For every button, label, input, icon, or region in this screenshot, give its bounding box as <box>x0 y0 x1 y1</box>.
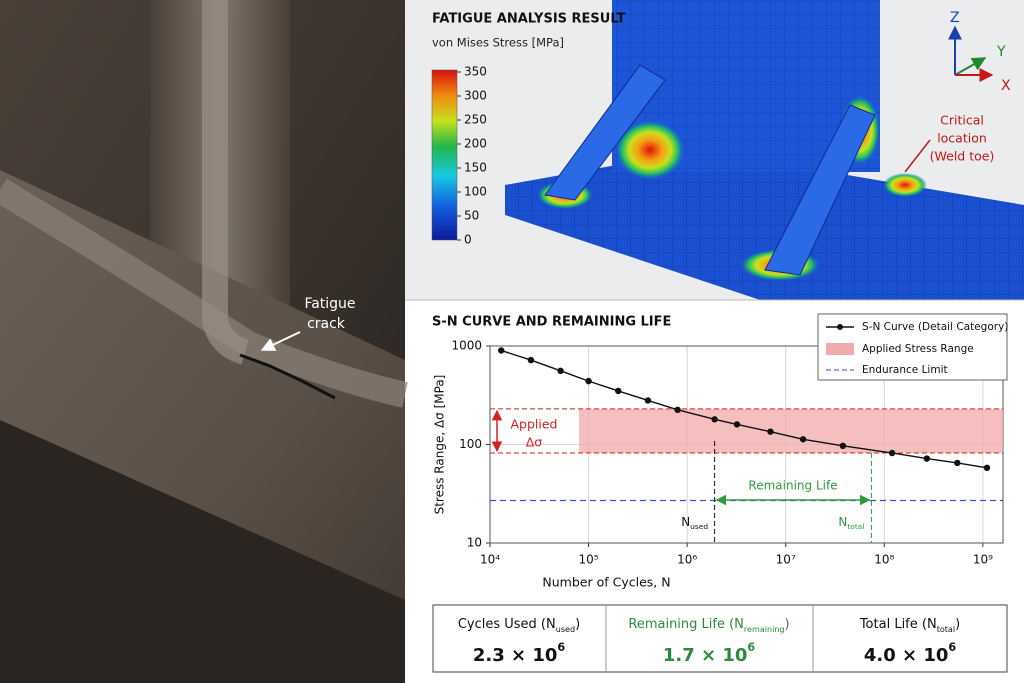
legend-swatch <box>837 324 843 330</box>
legend-label: S-N Curve (Detail Category) <box>862 321 1008 333</box>
table-value: 1.7 × 106 <box>663 641 756 666</box>
table-value-part: 6 <box>747 641 755 654</box>
table-value-part: 1.7 × 10 <box>663 645 748 666</box>
n-total-label: Ntotal <box>838 515 864 532</box>
table-value-part: 6 <box>948 641 956 654</box>
colorbar-label: 150 <box>464 161 487 175</box>
colorbar-label: 250 <box>464 113 487 127</box>
colorbar-label: 350 <box>464 65 487 79</box>
n-used-label-part: used <box>690 522 708 531</box>
x-axis-label: Number of Cycles, N <box>542 575 670 590</box>
y-tick-label: 10 <box>467 536 482 550</box>
table-header: Total Life (Ntotal) <box>859 617 960 634</box>
table-header-part: ) <box>785 617 790 632</box>
fea-title: FATIGUE ANALYSIS RESULT <box>432 12 625 27</box>
table <box>432 604 1008 673</box>
colorbar-label: 50 <box>464 209 479 223</box>
legend-label: Endurance Limit <box>862 364 948 376</box>
n-used-label: Nused <box>681 515 708 532</box>
table-header-part: Cycles Used (N <box>458 617 556 632</box>
sn-point <box>954 459 961 467</box>
table-header-part: ) <box>955 617 960 632</box>
y-axis-label: Stress Range, Δσ [MPa] <box>433 375 447 515</box>
table-header-part: remaining <box>744 625 785 634</box>
legend-swatch <box>826 343 854 355</box>
axis-triad-label: X <box>1001 78 1011 94</box>
fea-annotation: location <box>937 131 987 146</box>
legend-box <box>817 313 1008 381</box>
sn-point <box>839 442 847 450</box>
applied-range <box>579 408 1003 453</box>
sn-point <box>733 421 741 428</box>
fea-annotation: Critical <box>940 113 984 128</box>
sn-point <box>498 347 505 354</box>
sn-point <box>585 377 592 385</box>
n-total-label-part: total <box>847 522 864 531</box>
table-header-part: used <box>556 625 575 634</box>
photo-annotation: Fatigue <box>304 296 355 312</box>
sn-point <box>615 387 622 395</box>
y-tick-label: 100 <box>459 437 482 451</box>
table-header-part: ) <box>575 617 580 632</box>
x-tick-label: 10⁹ <box>973 553 993 567</box>
x-tick-label: 10⁸ <box>874 553 894 567</box>
fea-subtitle: von Mises Stress [MPa] <box>432 36 564 50</box>
colorbar-label: 200 <box>464 137 487 151</box>
n-total-label-part: N <box>838 515 847 529</box>
sn-point <box>799 436 807 443</box>
sn-point <box>923 455 931 462</box>
x-tick-label: 10⁶ <box>677 553 697 567</box>
x-tick-label: 10⁴ <box>480 553 500 567</box>
sn-point <box>644 397 652 404</box>
axis-triad-label: Z <box>950 10 960 26</box>
applied-label: Δσ <box>526 434 543 449</box>
fea-panel <box>405 0 1024 301</box>
sn-point <box>527 356 535 364</box>
x-tick-label: 10⁷ <box>776 553 796 567</box>
n-used-label-part: N <box>681 515 690 529</box>
sn-point <box>888 449 896 457</box>
table-header-part: total <box>937 625 955 634</box>
chart-title: S-N CURVE AND REMAINING LIFE <box>432 315 671 330</box>
axis-triad-label: Y <box>996 44 1006 60</box>
sn-point <box>711 416 718 423</box>
table-value-part: 4.0 × 10 <box>864 645 949 666</box>
legend-label: Applied Stress Range <box>862 343 974 355</box>
colorbar-label: 300 <box>464 89 487 103</box>
table-value: 4.0 × 106 <box>864 641 957 666</box>
table-value-part: 2.3 × 10 <box>473 645 558 666</box>
table-value: 2.3 × 106 <box>473 641 566 666</box>
table-header: Remaining Life (Nremaining) <box>628 617 789 634</box>
table-header: Cycles Used (Nused) <box>458 617 580 634</box>
table-header-part: Remaining Life (N <box>628 617 744 632</box>
sn-point <box>983 464 991 472</box>
photo <box>0 0 408 683</box>
y-tick-label: 1000 <box>451 339 482 353</box>
applied-label: Applied <box>511 416 558 431</box>
table-header-part: Total Life (N <box>859 617 937 632</box>
colorbar-label: 0 <box>464 233 472 247</box>
sn-point <box>674 406 681 414</box>
remaining-label: Remaining Life <box>748 479 837 493</box>
photo-annotation: crack <box>307 316 346 332</box>
sn-point <box>767 428 774 435</box>
annotation-arrow <box>260 331 301 351</box>
x-tick-label: 10⁵ <box>579 553 599 567</box>
sn-point <box>557 367 564 375</box>
sn-curve <box>501 349 988 469</box>
colorbar-label: 100 <box>464 185 487 199</box>
fea-annotation: (Weld toe) <box>930 149 995 164</box>
table-value-part: 6 <box>557 641 565 654</box>
